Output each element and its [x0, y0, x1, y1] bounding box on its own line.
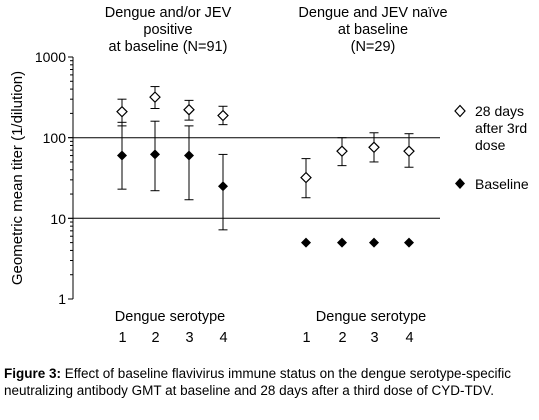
- group-1-x-label: Dengue serotype: [115, 309, 225, 325]
- group-2-title-line-3: (N=29): [351, 39, 396, 55]
- group-1-title-line-3: at baseline (N=91): [109, 39, 228, 55]
- serotype-label: 4: [219, 330, 227, 346]
- group-1-title-line-1: Dengue and/or JEV: [105, 5, 232, 21]
- baseline-diamond-marker: [218, 181, 228, 192]
- baseline-diamond-marker: [404, 237, 414, 248]
- y-tick-label-1: 1: [58, 291, 66, 307]
- post-dose-diamond-marker: [183, 103, 195, 116]
- serotype-label: 2: [151, 330, 159, 346]
- legend-series-1-line-3: dose: [475, 137, 506, 153]
- y-tick-label-100: 100: [43, 130, 67, 146]
- baseline-diamond-marker: [184, 150, 194, 161]
- chart: Dengue and/or JEV positive at baseline (…: [9, 5, 529, 346]
- post-dose-diamond-marker: [336, 145, 348, 158]
- baseline-diamond-marker: [301, 237, 311, 248]
- serotype-label: 1: [118, 330, 126, 346]
- baseline-diamond-marker: [337, 237, 347, 248]
- baseline-diamond-marker: [369, 237, 379, 248]
- serotype-label: 3: [185, 330, 193, 346]
- post-dose-diamond-marker: [149, 91, 161, 103]
- serotype-label: 1: [302, 330, 310, 346]
- group-2-title-line-1: Dengue and JEV naïve: [298, 5, 447, 21]
- data-markers: [116, 91, 415, 248]
- baseline-diamond-marker: [117, 150, 127, 161]
- legend-series-1-line-2: after 3rd: [475, 120, 527, 136]
- serotype-label: 4: [405, 330, 413, 346]
- y-tick-label-10: 10: [50, 211, 66, 227]
- group-2-x-label: Dengue serotype: [316, 309, 426, 325]
- post-dose-diamond-marker: [116, 105, 128, 118]
- caption-text: Effect of baseline flavivirus immune sta…: [4, 366, 512, 398]
- group-1-title-line-2: positive: [143, 22, 192, 38]
- figure-caption: Figure 3: Effect of baseline flavivirus …: [4, 365, 534, 399]
- error-bars: [117, 86, 414, 231]
- legend-open-diamond-icon: [454, 104, 466, 118]
- caption-label: Figure 3:: [4, 366, 62, 381]
- post-dose-diamond-marker: [403, 145, 415, 158]
- baseline-diamond-marker: [150, 149, 160, 160]
- y-tick-label-1000: 1000: [35, 49, 66, 65]
- serotype-label: 2: [338, 330, 346, 346]
- y-axis-ticks: [68, 56, 73, 300]
- group-2-title-line-2: at baseline: [338, 22, 408, 38]
- post-dose-diamond-marker: [368, 141, 380, 154]
- y-axis-label: Geometric mean titer (1/dilution): [9, 71, 26, 285]
- legend-series-2-label: Baseline: [475, 176, 529, 192]
- post-dose-diamond-marker: [300, 171, 312, 184]
- post-dose-diamond-marker: [217, 109, 229, 122]
- category-labels: 1 2 3 4 1 2 3 4: [118, 330, 413, 346]
- legend: 28 days after 3rd dose Baseline: [454, 103, 529, 192]
- legend-filled-diamond-icon: [455, 178, 465, 189]
- serotype-label: 3: [370, 330, 378, 346]
- legend-series-1-line-1: 28 days: [475, 103, 524, 119]
